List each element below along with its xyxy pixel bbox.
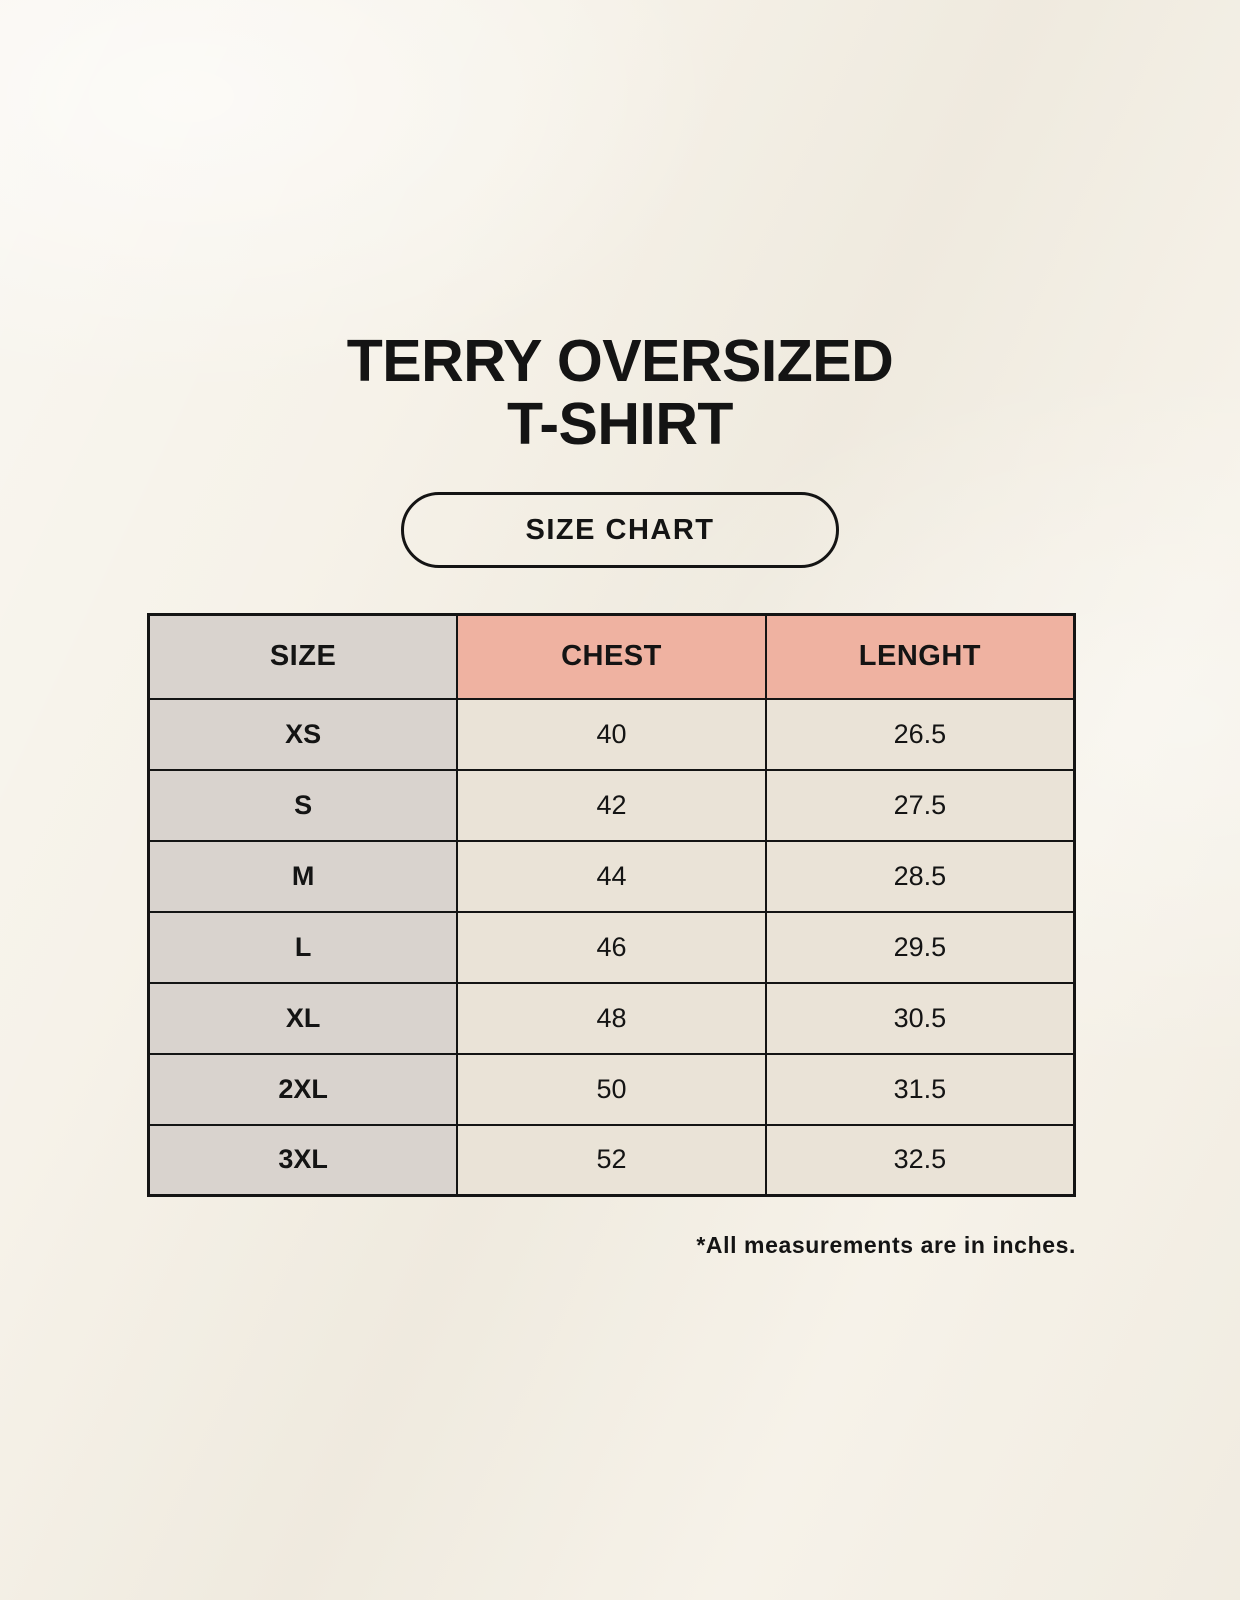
header-chest: CHEST	[456, 613, 767, 700]
length-cell: 27.5	[764, 768, 1076, 842]
length-cell: 29.5	[764, 910, 1076, 984]
page-title: TERRY OVERSIZED T-SHIRT	[0, 328, 1240, 458]
length-cell: 31.5	[764, 1052, 1076, 1126]
size-chart-badge: SIZE CHART	[401, 492, 839, 568]
table-row: S 42 27.5	[147, 768, 1076, 842]
chest-cell: 52	[456, 1123, 767, 1197]
size-cell: XL	[147, 981, 459, 1055]
table-row: 3XL 52 32.5	[147, 1123, 1076, 1197]
table-row: XL 48 30.5	[147, 981, 1076, 1055]
measurements-footnote: *All measurements are in inches.	[696, 1232, 1076, 1258]
header-row: SIZE CHEST LENGHT	[147, 613, 1076, 700]
size-table-body: XS 40 26.5 S 42 27.5 M 44 28.5 L 46 29.5…	[147, 697, 1076, 1197]
length-cell: 30.5	[764, 981, 1076, 1055]
size-table-header: SIZE CHEST LENGHT	[147, 613, 1076, 700]
size-table: SIZE CHEST LENGHT XS 40 26.5 S 42 27.5 M…	[147, 613, 1076, 1197]
length-cell: 28.5	[764, 839, 1076, 913]
chest-cell: 48	[456, 981, 767, 1055]
size-cell: XS	[147, 697, 459, 771]
chest-cell: 44	[456, 839, 767, 913]
page-title-line1: TERRY OVERSIZED	[346, 328, 894, 394]
chest-cell: 40	[456, 697, 767, 771]
length-cell: 32.5	[764, 1123, 1076, 1197]
table-row: XS 40 26.5	[147, 697, 1076, 771]
table-row: 2XL 50 31.5	[147, 1052, 1076, 1126]
size-cell: L	[147, 910, 459, 984]
size-cell: 2XL	[147, 1052, 459, 1126]
chest-cell: 46	[456, 910, 767, 984]
table-row: M 44 28.5	[147, 839, 1076, 913]
header-size: SIZE	[147, 613, 459, 700]
size-chart-badge-label: SIZE CHART	[525, 513, 715, 546]
table-row: L 46 29.5	[147, 910, 1076, 984]
page-title-line2: T-SHIRT	[507, 391, 733, 458]
size-cell: S	[147, 768, 459, 842]
size-cell: M	[147, 839, 459, 913]
chest-cell: 42	[456, 768, 767, 842]
length-cell: 26.5	[764, 697, 1076, 771]
size-cell: 3XL	[147, 1123, 459, 1197]
chest-cell: 50	[456, 1052, 767, 1126]
header-length: LENGHT	[764, 613, 1076, 700]
